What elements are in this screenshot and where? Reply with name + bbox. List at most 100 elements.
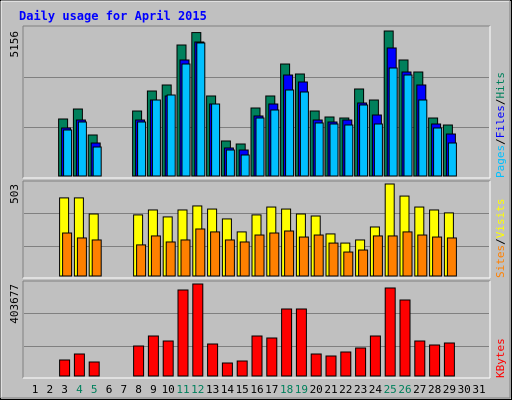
x-tick-label: 10 [162,383,175,396]
bar [136,244,147,277]
bar [417,234,428,277]
bar [314,122,324,177]
x-tick-label: 22 [339,383,352,396]
bar [328,242,339,277]
x-tick-label: 8 [135,383,142,396]
legend: KBytes [494,338,507,378]
bar [266,337,278,377]
bar [211,103,221,177]
bar [433,127,443,177]
x-tick-label: 18 [280,383,293,396]
bar [310,353,322,377]
legend-entry: Pages [494,145,507,178]
bar [414,340,426,377]
legend-entry: Visits [494,199,507,239]
bar [236,360,248,377]
x-tick-label: 26 [398,383,411,396]
x-tick-label: 30 [458,383,471,396]
bar [298,236,309,277]
legend-entry: Hits [494,72,507,99]
legend-separator: / [494,238,507,245]
x-tick-label: 1 [32,383,39,396]
bar [372,235,383,277]
x-tick-label: 9 [150,383,157,396]
legend-separator: / [494,138,507,145]
x-tick-label: 3 [61,383,68,396]
bar [403,74,413,177]
x-tick-label: 5 [91,383,98,396]
bar [388,67,398,177]
bar [255,117,265,177]
bar [133,345,145,377]
bar [329,123,339,177]
legend: Sites/Visits [494,199,507,279]
bar [295,308,307,377]
bar [447,142,457,177]
bar [162,340,174,377]
legend: Pages/Files/Hits [494,72,507,178]
bar [343,251,354,277]
bar [358,249,369,277]
bar [147,335,159,377]
bar [195,228,206,277]
x-tick-label: 28 [428,383,441,396]
bar [254,234,265,277]
bar [92,146,102,177]
legend-entry: Sites [494,245,507,278]
bar [240,154,250,177]
x-tick-label: 31 [472,383,485,396]
bar [76,237,87,277]
bar [150,235,161,277]
y-tick-label: 503 [8,184,21,204]
chart-title: Daily usage for April 2015 [19,9,207,23]
bar [225,149,235,177]
x-tick-label: 17 [265,383,278,396]
bar [299,91,309,177]
x-tick-label: 21 [324,383,337,396]
bar [151,99,161,177]
x-tick-label: 4 [76,383,83,396]
bar [165,241,176,277]
x-tick-label: 19 [295,383,308,396]
bar [384,287,396,377]
x-tick-label: 6 [106,383,113,396]
bar [73,353,85,377]
x-tick-label: 11 [176,383,189,396]
x-tick-label: 13 [206,383,219,396]
bar [181,63,191,177]
bar [313,234,324,277]
bar [418,99,428,177]
bar [344,124,354,177]
bar [432,236,443,277]
x-tick-label: 12 [191,383,204,396]
bar [210,231,221,277]
bar [355,347,367,377]
bar [269,232,280,277]
x-tick-label: 16 [250,383,263,396]
bar [429,344,441,377]
x-tick-label: 15 [236,383,249,396]
bar [443,342,455,377]
bar [402,231,413,277]
bar [177,289,189,377]
bar [224,239,235,277]
bar [91,239,102,277]
bar [77,121,87,177]
bar [59,359,71,377]
bar [207,343,219,377]
bar [270,109,280,177]
bar [399,299,411,377]
bar [239,241,250,277]
bar [359,104,369,177]
bar [251,335,263,377]
bar [369,335,381,377]
legend-entry: Files [494,105,507,138]
bar [63,129,73,177]
x-tick-label: 27 [413,383,426,396]
bar [62,232,73,277]
x-tick-label: 24 [369,383,383,396]
x-tick-label: 14 [221,383,235,396]
x-tick-label: 7 [120,383,127,396]
bar [166,94,176,177]
